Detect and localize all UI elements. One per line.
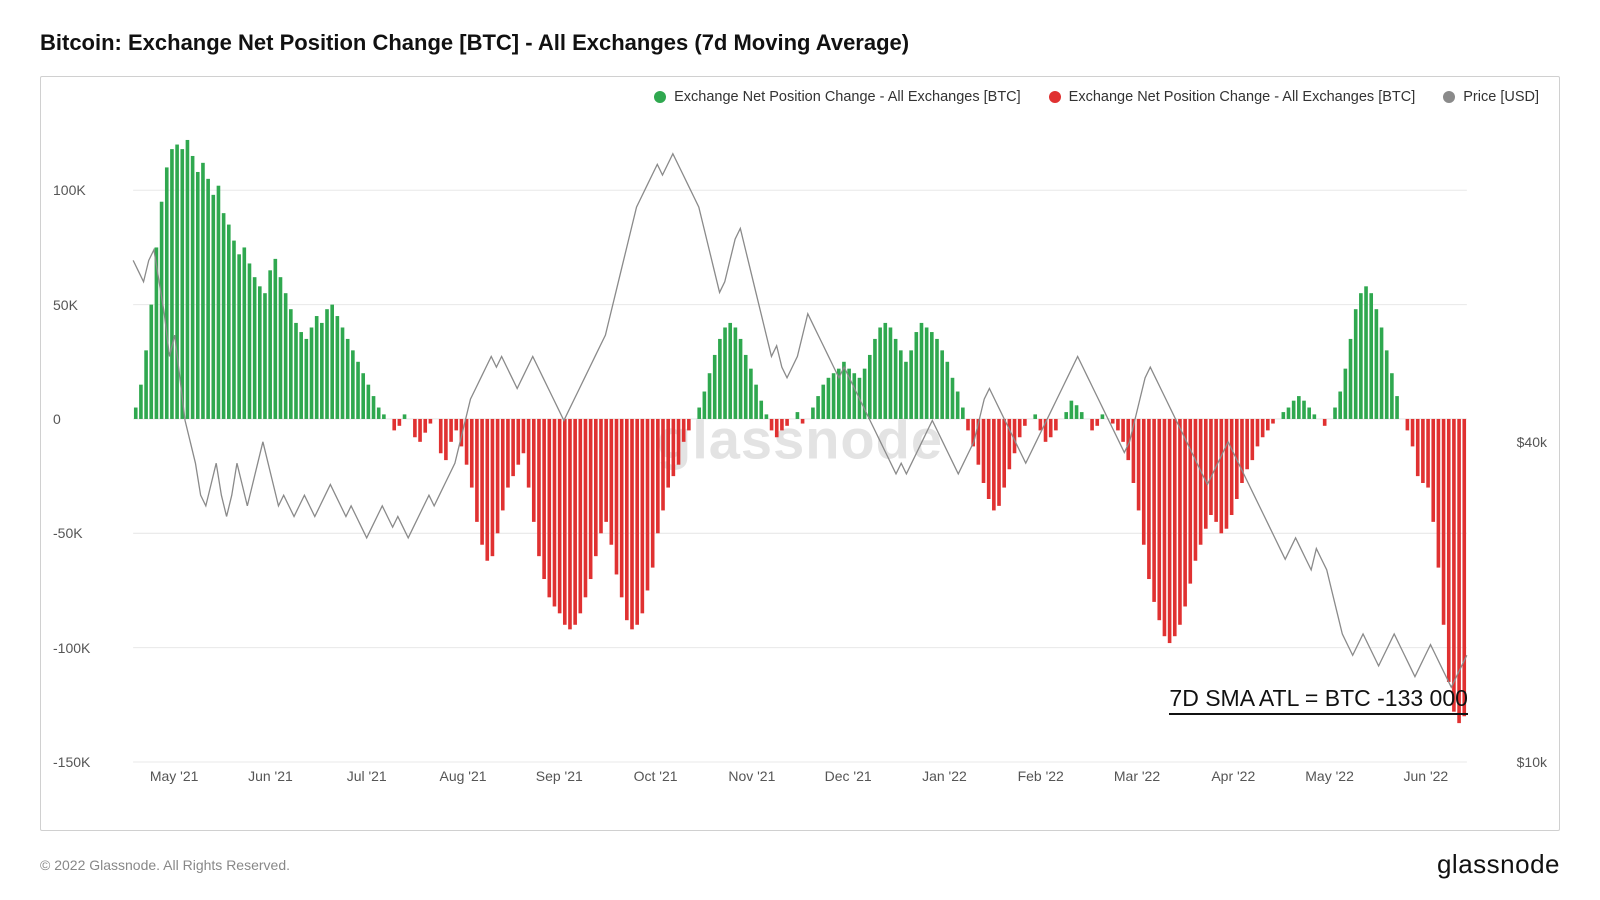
legend-item-green: Exchange Net Position Change - All Excha… bbox=[654, 89, 1021, 105]
y-right-tick: $10k bbox=[1517, 754, 1547, 770]
legend: Exchange Net Position Change - All Excha… bbox=[41, 77, 1559, 111]
x-tick: May '22 bbox=[1305, 768, 1354, 784]
y-left-tick: -150K bbox=[53, 754, 90, 770]
y-axis-right: $10k $40k bbox=[1487, 111, 1547, 794]
plot-area: glassnode -150K-100K-50K050K100K $10k$40… bbox=[41, 111, 1559, 794]
x-tick: Sep '21 bbox=[536, 768, 583, 784]
brand-logo: glassnode bbox=[1437, 849, 1560, 880]
legend-dot-price bbox=[1443, 91, 1455, 103]
y-left-tick: -100K bbox=[53, 640, 90, 656]
x-tick: Oct '21 bbox=[634, 768, 678, 784]
legend-label-green: Exchange Net Position Change - All Excha… bbox=[674, 89, 1021, 105]
footer: © 2022 Glassnode. All Rights Reserved. g… bbox=[40, 831, 1560, 880]
x-tick: Jul '21 bbox=[347, 768, 387, 784]
chart-container: Bitcoin: Exchange Net Position Change [B… bbox=[0, 0, 1600, 900]
x-tick: Jun '21 bbox=[248, 768, 293, 784]
legend-item-red: Exchange Net Position Change - All Excha… bbox=[1049, 89, 1416, 105]
y-left-tick: 100K bbox=[53, 182, 86, 198]
legend-dot-red bbox=[1049, 91, 1061, 103]
x-tick: Dec '21 bbox=[825, 768, 872, 784]
x-tick: Apr '22 bbox=[1211, 768, 1255, 784]
y-left-tick: 0 bbox=[53, 411, 61, 427]
x-tick: Jan '22 bbox=[922, 768, 967, 784]
y-right-tick: $40k bbox=[1517, 434, 1547, 450]
annotation-text: 7D SMA ATL = BTC -133 000 bbox=[1169, 685, 1468, 715]
x-tick: Nov '21 bbox=[728, 768, 775, 784]
legend-label-price: Price [USD] bbox=[1463, 89, 1539, 105]
x-tick: Feb '22 bbox=[1018, 768, 1064, 784]
y-left-tick: 50K bbox=[53, 297, 78, 313]
legend-label-red: Exchange Net Position Change - All Excha… bbox=[1069, 89, 1416, 105]
chart-title: Bitcoin: Exchange Net Position Change [B… bbox=[40, 30, 1560, 56]
x-axis: May '21 Jun '21 Jul '21 Aug '21 Sep '21 Oct '… bbox=[126, 768, 1474, 790]
x-tick: Jun '22 bbox=[1403, 768, 1448, 784]
y-axis-left: -150K -100K -50K 0 50K 100K bbox=[53, 111, 113, 794]
copyright: © 2022 Glassnode. All Rights Reserved. bbox=[40, 857, 290, 873]
y-left-tick: -50K bbox=[53, 525, 83, 541]
annotation-atl: 7D SMA ATL = BTC -133 000 bbox=[1169, 685, 1468, 712]
legend-dot-green bbox=[654, 91, 666, 103]
legend-item-price: Price [USD] bbox=[1443, 89, 1539, 105]
x-tick: May '21 bbox=[150, 768, 199, 784]
x-tick: Aug '21 bbox=[439, 768, 486, 784]
x-tick: Mar '22 bbox=[1114, 768, 1160, 784]
chart-area: Exchange Net Position Change - All Excha… bbox=[40, 76, 1560, 831]
